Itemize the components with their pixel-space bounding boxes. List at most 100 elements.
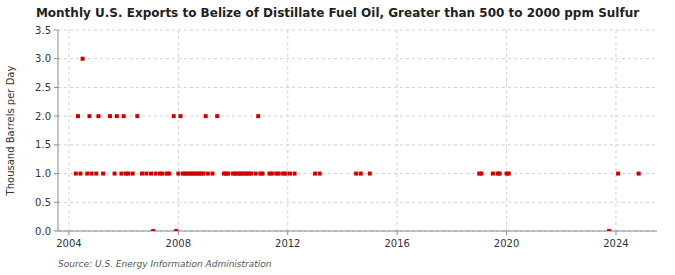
point	[368, 172, 372, 176]
point	[256, 114, 260, 118]
point	[85, 172, 89, 176]
y-tick-label: 2.0	[35, 111, 51, 122]
x-tick	[506, 231, 507, 235]
point	[160, 172, 164, 176]
x-tick	[68, 231, 69, 235]
point	[293, 172, 297, 176]
point	[284, 172, 288, 176]
x-tick-label: 2004	[56, 238, 81, 249]
point	[313, 172, 317, 176]
point	[211, 172, 215, 176]
x-grid-line	[615, 30, 616, 231]
y-tick-label: 0.0	[35, 226, 51, 237]
y-tick	[54, 30, 58, 31]
point	[277, 172, 281, 176]
y-tick-label: 2.5	[35, 82, 51, 93]
point	[126, 172, 130, 176]
x-axis-line	[58, 231, 657, 232]
y-tick-label: 0.5	[35, 197, 51, 208]
point	[122, 114, 126, 118]
point	[151, 229, 155, 231]
point	[108, 114, 112, 118]
point	[140, 172, 144, 176]
point	[270, 172, 274, 176]
point	[135, 114, 139, 118]
x-grid-line	[287, 30, 288, 231]
y-tick-label: 3.5	[35, 25, 51, 36]
x-tick-label: 2016	[384, 238, 409, 249]
point	[76, 114, 80, 118]
point	[491, 172, 495, 176]
point	[498, 172, 502, 176]
points	[74, 57, 641, 231]
point	[113, 172, 117, 176]
point	[226, 172, 230, 176]
x-tick-label: 2012	[275, 238, 300, 249]
point	[172, 114, 176, 118]
point	[167, 172, 171, 176]
title: Monthly U.S. Exports to Belize of Distil…	[36, 6, 639, 20]
point	[288, 172, 292, 176]
y-grid-line	[58, 87, 657, 88]
point	[94, 172, 98, 176]
point	[131, 172, 135, 176]
point	[144, 172, 148, 176]
point	[354, 172, 358, 176]
point	[249, 172, 253, 176]
point	[607, 229, 611, 231]
y-tick	[54, 231, 58, 232]
chart: 0.00.51.01.52.02.53.03.52004200820122016…	[0, 0, 675, 275]
x-grid-line	[68, 30, 69, 231]
y-axis-label: Thousand Barrels per Day	[5, 66, 16, 197]
point	[507, 172, 511, 176]
y-tick-label: 3.0	[35, 53, 51, 64]
point	[174, 229, 178, 231]
point	[318, 172, 322, 176]
point	[206, 172, 210, 176]
point	[90, 172, 94, 176]
x-tick-label: 2020	[494, 238, 519, 249]
point	[81, 57, 85, 61]
point	[101, 172, 105, 176]
y-grid-line	[58, 231, 657, 232]
point	[179, 114, 183, 118]
point	[215, 114, 219, 118]
x-tick-label: 2024	[603, 238, 628, 249]
point	[359, 172, 363, 176]
source-note: Source: U.S. Energy Information Administ…	[58, 259, 272, 269]
x-grid-line	[506, 30, 507, 231]
y-axis-line	[58, 30, 59, 231]
x-grid-line	[178, 30, 179, 231]
x-tick	[178, 231, 179, 235]
point	[119, 172, 123, 176]
point	[637, 172, 641, 176]
x-tick	[615, 231, 616, 235]
axes: 0.00.51.01.52.02.53.03.52004200820122016…	[35, 25, 657, 250]
point	[154, 172, 158, 176]
y-tick	[54, 144, 58, 145]
point	[254, 172, 258, 176]
point	[176, 172, 180, 176]
x-tick	[397, 231, 398, 235]
y-tick	[54, 116, 58, 117]
x-tick-label: 2008	[166, 238, 191, 249]
point	[616, 172, 620, 176]
point	[204, 114, 208, 118]
point	[202, 172, 206, 176]
y-tick	[54, 58, 58, 59]
y-tick	[54, 87, 58, 88]
y-grid-line	[58, 116, 657, 117]
y-tick	[54, 202, 58, 203]
y-grid-line	[58, 58, 657, 59]
point	[261, 172, 265, 176]
point	[87, 114, 91, 118]
y-tick	[54, 173, 58, 174]
grid	[58, 30, 657, 231]
y-grid-line	[58, 30, 657, 31]
y-grid-line	[58, 144, 657, 145]
y-tick-label: 1.0	[35, 168, 51, 179]
y-grid-line	[58, 202, 657, 203]
point	[96, 114, 100, 118]
point	[78, 172, 82, 176]
x-grid-line	[397, 30, 398, 231]
